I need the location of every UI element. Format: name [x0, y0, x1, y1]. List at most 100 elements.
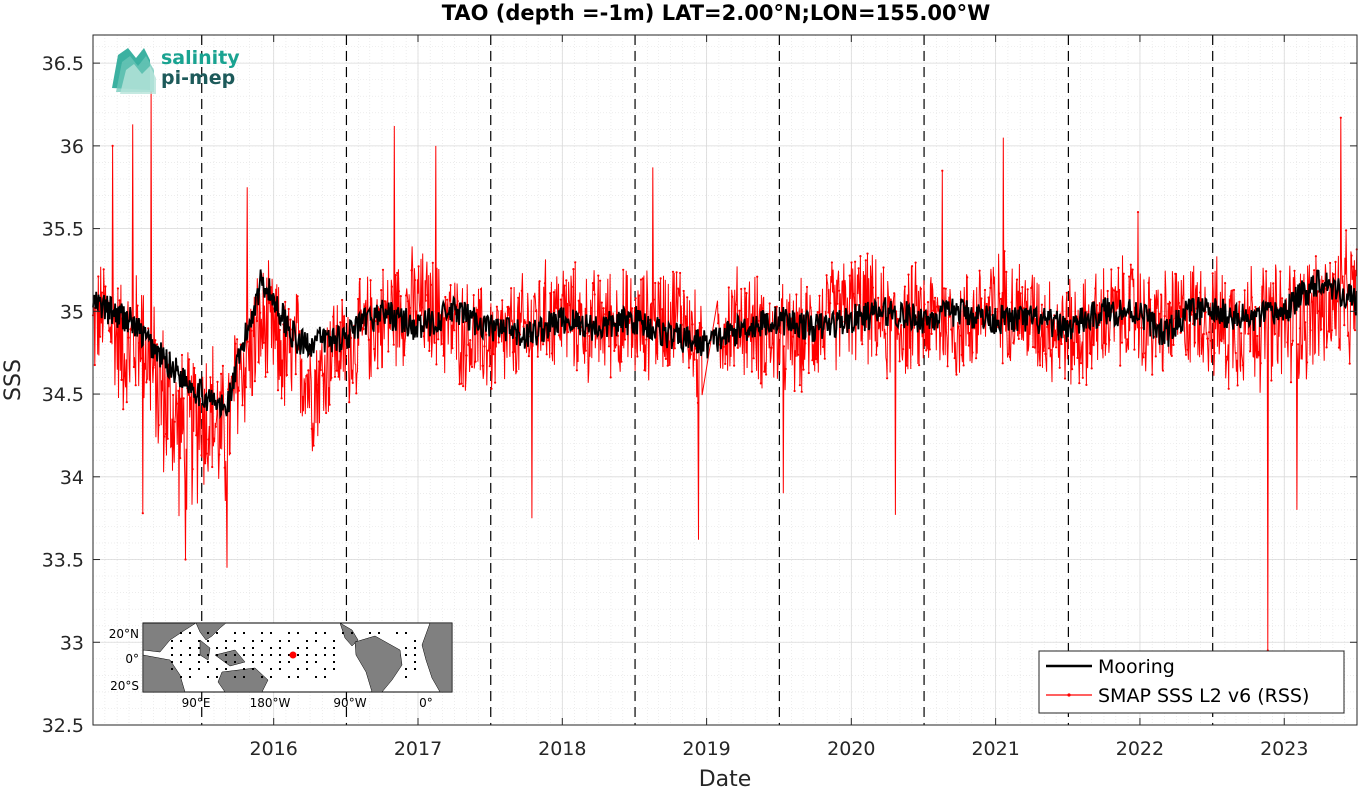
- smap-point: [978, 269, 981, 272]
- inset-mooring-dot: [396, 632, 398, 634]
- smap-point: [136, 304, 139, 307]
- smap-point: [1144, 352, 1147, 355]
- smap-point: [93, 363, 96, 367]
- smap-point: [985, 302, 988, 306]
- inset-mooring-dot: [252, 654, 254, 656]
- smap-point: [1200, 341, 1204, 345]
- smap-point: [1213, 351, 1216, 355]
- smap-point: [558, 334, 561, 337]
- smap-point: [220, 372, 223, 375]
- smap-point: [225, 493, 228, 496]
- smap-point: [622, 268, 625, 271]
- smap-point: [677, 287, 680, 290]
- smap-point: [508, 307, 511, 310]
- inset-mooring-dot: [306, 647, 308, 649]
- smap-point: [696, 401, 700, 404]
- smap-point: [925, 349, 928, 352]
- smap-point: [572, 268, 575, 271]
- smap-point: [1346, 334, 1349, 337]
- smap-point: [946, 365, 949, 368]
- smap-point: [325, 411, 328, 415]
- smap-point: [631, 307, 634, 310]
- smap-point: [1339, 116, 1342, 119]
- smap-point: [479, 288, 482, 291]
- smap-point: [175, 402, 178, 405]
- inset-mooring-dot: [180, 676, 182, 678]
- smap-point: [116, 287, 119, 290]
- smap-point: [1289, 381, 1293, 384]
- inset-land: [142, 622, 453, 693]
- smap-point: [107, 329, 111, 332]
- smap-point: [854, 260, 857, 263]
- inset-mooring-dot: [324, 654, 326, 656]
- smap-point: [1257, 354, 1260, 357]
- smap-point: [1085, 383, 1088, 386]
- smap-point: [421, 306, 424, 309]
- smap-point: [276, 389, 280, 392]
- smap-point: [550, 352, 554, 355]
- smap-point: [1273, 332, 1277, 335]
- smap-point: [1291, 339, 1294, 342]
- smap-point: [449, 284, 452, 287]
- smap-point: [255, 319, 258, 323]
- smap-point: [177, 389, 180, 392]
- smap-point: [218, 453, 221, 456]
- inset-mooring-dot: [333, 654, 335, 656]
- inset-mooring-dot: [315, 654, 317, 656]
- inset-mooring-dot: [306, 668, 308, 670]
- smap-point: [1090, 367, 1093, 370]
- smap-point: [326, 345, 329, 348]
- inset-mooring-dot: [333, 661, 335, 663]
- smap-point: [958, 334, 962, 337]
- smap-point: [472, 294, 475, 297]
- smap-point: [317, 360, 321, 363]
- smap-point: [1240, 332, 1243, 335]
- smap-point: [584, 349, 587, 352]
- smap-point: [524, 321, 527, 324]
- smap-point: [216, 380, 219, 383]
- smap-point: [848, 274, 851, 277]
- smap-point: [1250, 296, 1253, 299]
- legend-smap-marker: [1067, 693, 1071, 697]
- smap-point: [838, 289, 841, 292]
- smap-point: [834, 302, 837, 305]
- smap-point: [495, 305, 498, 308]
- smap-point: [937, 305, 940, 308]
- smap-point: [1272, 282, 1275, 285]
- inset-mooring-dot: [414, 640, 416, 642]
- smap-point: [575, 369, 579, 372]
- smap-point: [444, 295, 447, 299]
- smap-point: [1348, 362, 1351, 365]
- inset-mooring-dot: [216, 632, 218, 634]
- inset-mooring-dot: [234, 654, 236, 656]
- smap-point: [385, 306, 388, 309]
- smap-point: [328, 403, 331, 406]
- smap-point: [830, 261, 834, 264]
- smap-point: [953, 357, 956, 360]
- smap-point: [358, 277, 361, 281]
- smap-point: [1305, 361, 1309, 364]
- smap-point: [1341, 275, 1344, 278]
- inset-mooring-dot: [324, 647, 326, 649]
- smap-point: [784, 367, 787, 371]
- smap-point: [691, 323, 694, 326]
- smap-point: [476, 308, 479, 311]
- smap-point: [871, 286, 875, 289]
- inset-mooring-dot: [225, 647, 227, 649]
- smap-point: [490, 387, 493, 390]
- smap-point: [934, 296, 937, 299]
- smap-point: [145, 381, 148, 384]
- smap-point: [164, 432, 167, 436]
- smap-point: [332, 315, 335, 318]
- inset-mooring-dot: [180, 661, 182, 663]
- smap-point: [515, 370, 518, 373]
- smap-point: [460, 382, 463, 385]
- y-tick-label: 33.5: [42, 550, 84, 572]
- smap-point: [481, 364, 484, 367]
- inset-mooring-dot: [324, 676, 326, 678]
- smap-point: [396, 271, 399, 275]
- inset-mooring-dot: [252, 640, 254, 642]
- smap-point: [209, 376, 212, 379]
- smap-point: [552, 291, 555, 294]
- smap-point: [682, 289, 685, 293]
